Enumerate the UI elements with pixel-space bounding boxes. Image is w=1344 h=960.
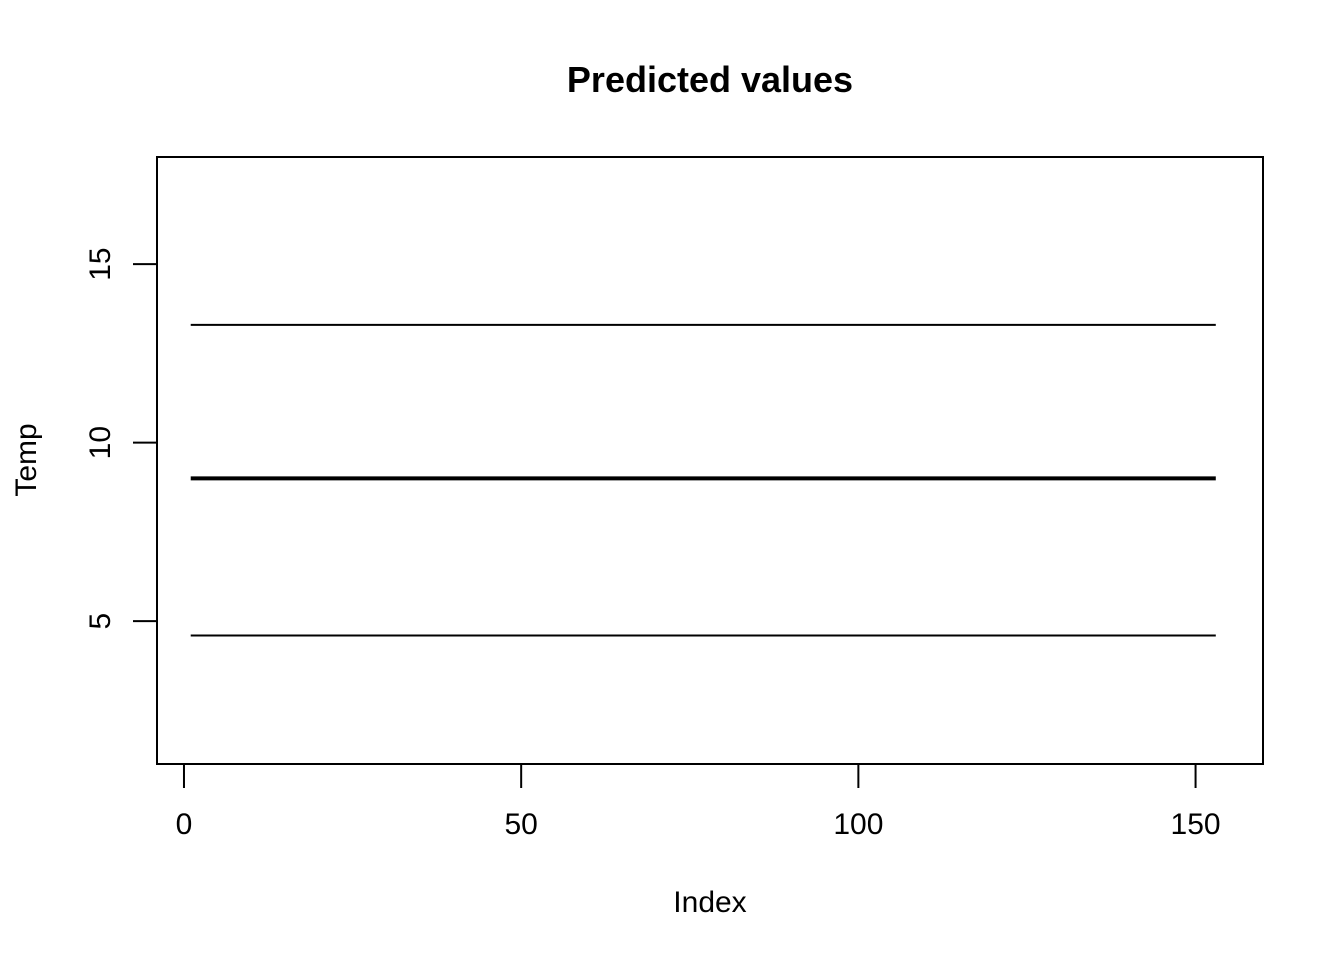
x-axis: 0 50 100 150 bbox=[176, 763, 1221, 841]
x-tick-label: 150 bbox=[1171, 808, 1221, 841]
x-tick-label: 100 bbox=[833, 808, 883, 841]
x-axis-label: Index bbox=[673, 886, 746, 919]
series-layer bbox=[190, 323, 1216, 637]
y-tick-label: 5 bbox=[84, 613, 117, 630]
plot-frame bbox=[156, 156, 1264, 765]
x-tick-label: 0 bbox=[176, 808, 193, 841]
y-axis-label: Temp bbox=[10, 423, 43, 496]
x-tick-label: 50 bbox=[504, 808, 537, 841]
y-tick-label: 10 bbox=[84, 426, 117, 459]
y-tick-label: 15 bbox=[84, 247, 117, 280]
chart-title: Predicted values bbox=[567, 59, 853, 100]
y-axis: 5 10 15 bbox=[84, 247, 158, 630]
